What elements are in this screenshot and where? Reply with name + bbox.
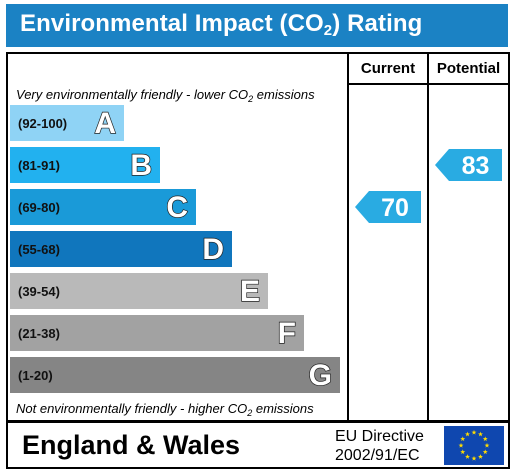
eu-star-icon bbox=[471, 455, 477, 461]
band-letter-g: G bbox=[309, 359, 332, 392]
eu-star-icon bbox=[478, 431, 483, 437]
band-letter-b: B bbox=[130, 149, 152, 182]
band-letter-e: E bbox=[240, 275, 260, 308]
potential-rating-value: 83 bbox=[462, 152, 490, 180]
eu-flag-icon bbox=[444, 426, 504, 465]
footer: England & Wales EU Directive 2002/91/EC bbox=[6, 421, 510, 469]
directive-line-1: EU Directive bbox=[335, 428, 424, 445]
band-range-d: (55-68) bbox=[18, 242, 60, 257]
current-column-header: Current bbox=[360, 60, 416, 77]
band-range-c: (69-80) bbox=[18, 200, 60, 215]
eu-star-icon bbox=[484, 442, 490, 448]
eu-star-icon bbox=[460, 436, 466, 442]
band-bar-a bbox=[10, 105, 124, 141]
eu-star-icon bbox=[471, 429, 477, 435]
band-bar-f bbox=[10, 315, 304, 351]
eu-star-icon bbox=[478, 454, 483, 459]
band-bar-b bbox=[10, 147, 160, 183]
band-range-b: (81-91) bbox=[18, 158, 60, 173]
potential-column-header: Potential bbox=[436, 60, 501, 77]
potential-rating-arrow bbox=[435, 149, 502, 181]
rating-table: Current Potential Very environmentally f… bbox=[6, 52, 510, 422]
band-letter-c: C bbox=[166, 191, 188, 224]
band-range-e: (39-54) bbox=[18, 284, 60, 299]
band-range-g: (1-20) bbox=[18, 368, 53, 383]
rating-bands-chart: (92-100) A (81-91) B (69-80) C (55-68) D (39-54)… bbox=[10, 105, 502, 393]
top-note: Very environmentally friendly - lower CO… bbox=[16, 87, 315, 104]
eu-star-icon bbox=[482, 436, 488, 442]
current-rating-value: 70 bbox=[381, 194, 409, 222]
eu-star-icon bbox=[482, 449, 488, 455]
region-label: England & Wales bbox=[22, 430, 241, 460]
band-range-a: (92-100) bbox=[18, 116, 67, 131]
band-range-f: (21-38) bbox=[18, 326, 60, 341]
header-divider bbox=[349, 83, 508, 85]
chart-title: Environmental Impact (CO2) Rating bbox=[20, 10, 423, 39]
current-column-divider bbox=[347, 54, 349, 420]
directive-line-2: 2002/91/EC bbox=[335, 447, 420, 464]
band-bar-c bbox=[10, 189, 196, 225]
eu-star-icon bbox=[460, 449, 466, 455]
eu-star-icon bbox=[458, 442, 464, 448]
band-letter-d: D bbox=[202, 233, 224, 266]
eu-star-icon bbox=[465, 431, 470, 437]
band-letter-f: F bbox=[278, 317, 296, 350]
current-rating-arrow bbox=[355, 191, 421, 223]
band-letter-a: A bbox=[94, 107, 116, 140]
eu-directive: EU Directive 2002/91/EC bbox=[335, 427, 424, 465]
eu-star-icon bbox=[465, 454, 470, 459]
band-bar-d bbox=[10, 231, 232, 267]
title-bar: Environmental Impact (CO2) Rating bbox=[6, 4, 508, 47]
potential-column-divider bbox=[427, 54, 429, 420]
band-bar-e bbox=[10, 273, 268, 309]
bottom-note: Not environmentally friendly - higher CO… bbox=[16, 401, 314, 418]
band-bar-g bbox=[10, 357, 340, 393]
